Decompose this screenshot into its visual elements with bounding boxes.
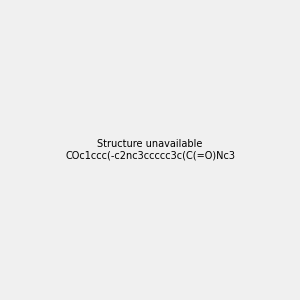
Text: Structure unavailable
COc1ccc(-c2nc3ccccc3c(C(=O)Nc3: Structure unavailable COc1ccc(-c2nc3cccc… — [65, 139, 235, 161]
